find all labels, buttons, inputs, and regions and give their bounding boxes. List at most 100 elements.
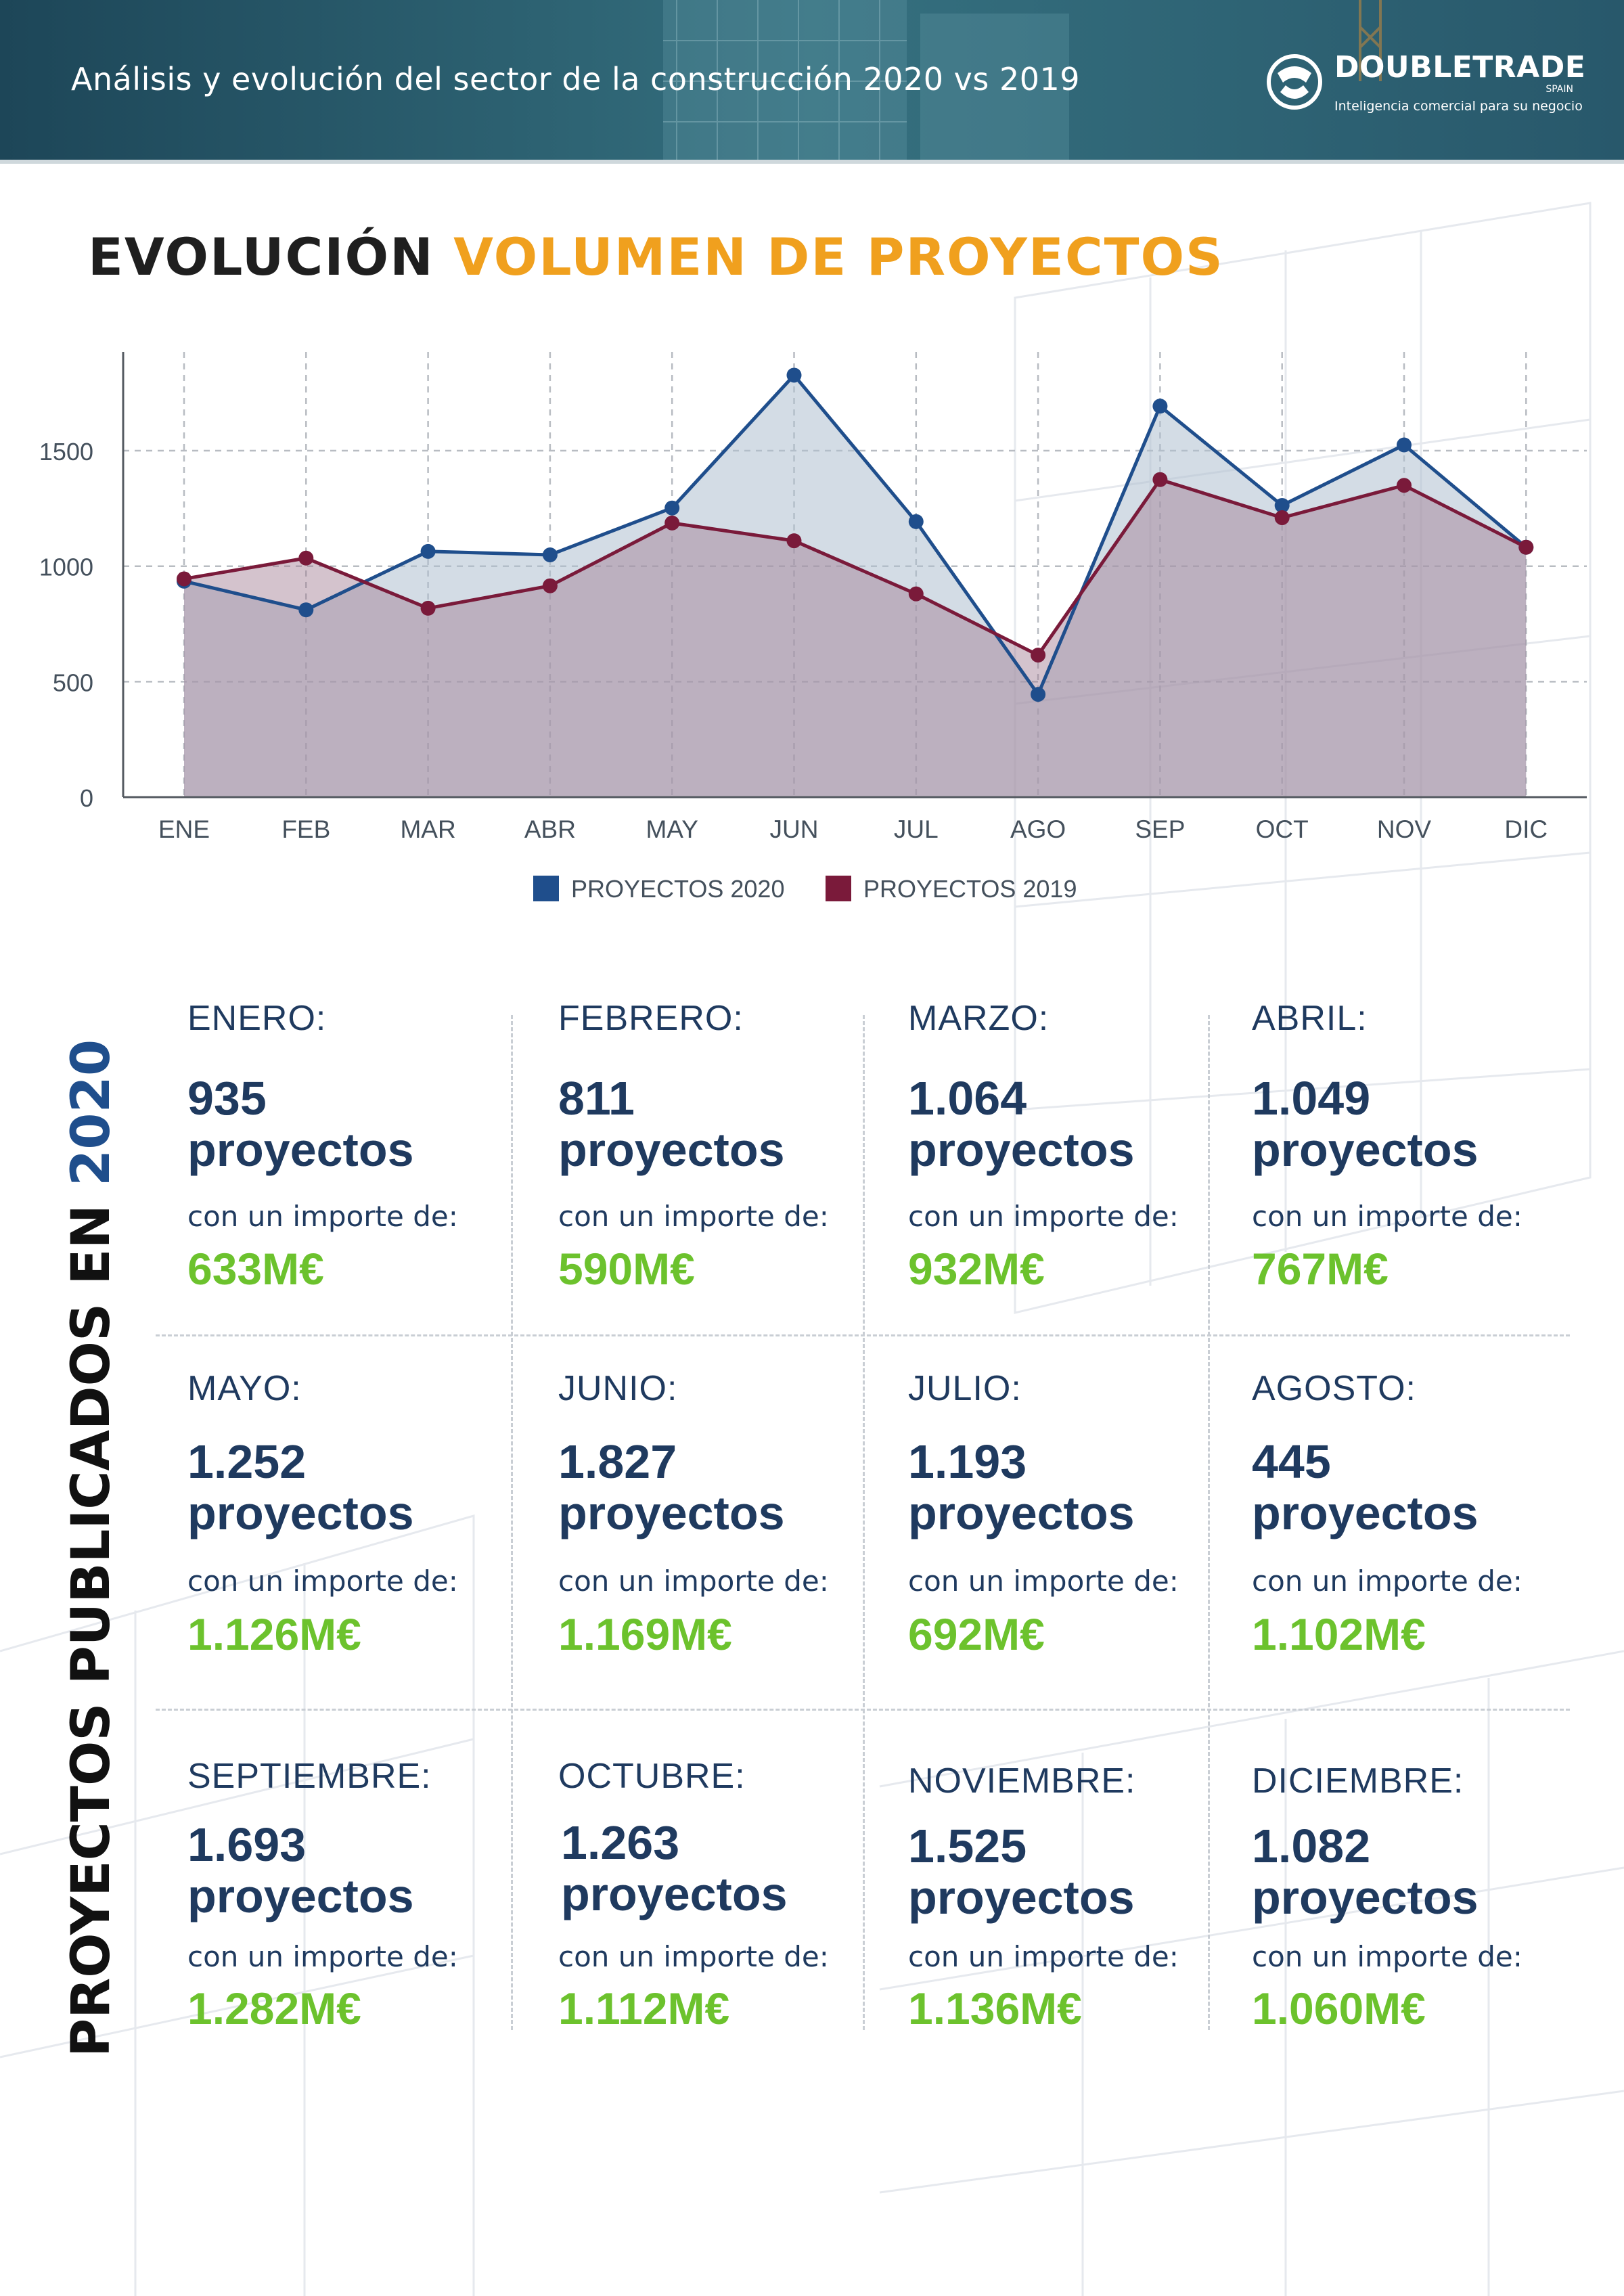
month-amount: 1.126M€ <box>187 1609 361 1659</box>
month-card-febrero: FEBRERO: 811 proyectos con un importe de… <box>558 998 897 1350</box>
month-amount-caption: con un importe de: <box>908 1200 1179 1233</box>
grid-divider-horizontal <box>156 1709 1570 1711</box>
x-tick-label: ABR <box>524 815 576 843</box>
grid-divider-vertical <box>511 1015 513 2030</box>
area-series-2019 <box>184 479 1527 797</box>
month-project-count: 1.263 <box>561 1816 680 1869</box>
month-amount: 767M€ <box>1252 1244 1389 1294</box>
point-2019-oct <box>1274 510 1290 526</box>
x-tick-label: MAY <box>646 815 698 843</box>
x-tick-label: MAR <box>400 815 455 843</box>
month-card-octubre: OCTUBRE: 1.263 proyectos con un importe … <box>558 1756 897 2108</box>
header-construction-photo <box>0 0 1624 162</box>
y-tick-label: 1500 <box>39 438 93 466</box>
month-name: ENERO: <box>187 999 327 1038</box>
point-2020-ago <box>1031 687 1046 702</box>
month-project-unit: proyectos <box>561 1868 788 1920</box>
month-card-julio: JULIO: 1.193 proyectos con un importe de… <box>908 1368 1246 1720</box>
month-project-count: 811 <box>558 1072 635 1125</box>
month-amount-caption: con un importe de: <box>187 1940 458 1973</box>
month-amount: 1.060M€ <box>1252 1983 1426 2033</box>
month-card-abril: ABRIL: 1.049 proyectos con un importe de… <box>1252 998 1590 1350</box>
month-amount: 590M€ <box>558 1244 695 1294</box>
month-name: AGOSTO: <box>1252 1369 1416 1408</box>
x-tick-label: SEP <box>1135 815 1185 843</box>
area-series-2020 <box>184 375 1527 797</box>
point-2020-jul <box>908 514 924 529</box>
month-amount-caption: con un importe de: <box>558 1940 829 1973</box>
month-amount: 1.112M€ <box>558 1983 730 2033</box>
section-title: EVOLUCIÓN VOLUMEN DE PROYECTOS <box>88 227 1224 287</box>
point-2020-jun <box>786 367 802 383</box>
month-amount-caption: con un importe de: <box>558 1200 829 1233</box>
section-title-part1: EVOLUCIÓN <box>88 227 434 287</box>
month-project-count: 1.082 <box>1252 1820 1371 1872</box>
month-project-unit: proyectos <box>908 1487 1135 1539</box>
month-project-count: 935 <box>187 1072 267 1125</box>
month-project-count: 1.693 <box>187 1818 307 1871</box>
point-2019-jun <box>786 533 802 549</box>
x-tick-label: JUL <box>894 815 939 843</box>
month-name: MAYO: <box>187 1369 302 1408</box>
doubletrade-logo-icon <box>1267 54 1322 110</box>
point-2019-ene <box>177 571 191 587</box>
x-tick-label: JUN <box>770 815 819 843</box>
point-2020-oct <box>1274 497 1290 513</box>
point-2020-mar <box>420 543 436 559</box>
month-project-count: 1.049 <box>1252 1072 1371 1125</box>
legend-item-2020-label: PROYECTOS 2020 <box>571 875 784 903</box>
month-amount-caption: con un importe de: <box>1252 1940 1522 1973</box>
grid-divider-vertical <box>863 1015 865 2030</box>
month-amount-caption: con un importe de: <box>1252 1200 1522 1233</box>
month-amount-caption: con un importe de: <box>187 1200 458 1233</box>
y-tick-label: 1000 <box>39 554 93 581</box>
month-project-count: 1.064 <box>908 1072 1027 1125</box>
month-amount-caption: con un importe de: <box>558 1565 829 1598</box>
header-title: Análisis y evolución del sector de la co… <box>71 61 1081 97</box>
month-project-unit: proyectos <box>558 1123 785 1176</box>
point-2019-sep <box>1152 472 1168 487</box>
month-amount-caption: con un importe de: <box>908 1940 1179 1973</box>
month-name: ABRIL: <box>1252 999 1368 1038</box>
month-name: OCTUBRE: <box>558 1757 746 1796</box>
line-series-2020 <box>183 373 1527 696</box>
month-project-unit: proyectos <box>908 1123 1135 1176</box>
month-name: NOVIEMBRE: <box>908 1761 1136 1801</box>
month-project-unit: proyectos <box>187 1487 414 1539</box>
month-card-marzo: MARZO: 1.064 proyectos con un importe de… <box>908 998 1246 1350</box>
month-name: MARZO: <box>908 999 1050 1038</box>
month-project-unit: proyectos <box>558 1487 785 1539</box>
point-2020-feb <box>298 602 314 618</box>
month-card-enero: ENERO: 935 proyectos con un importe de: … <box>187 998 526 1350</box>
monthly-stats-grid: ENERO: 935 proyectos con un importe de: … <box>152 974 1573 2057</box>
month-amount: 633M€ <box>187 1244 324 1294</box>
side-title-part1: PROYECTOS PUBLICADOS EN <box>61 1205 122 2057</box>
month-project-count: 1.193 <box>908 1435 1027 1488</box>
grid-divider-horizontal <box>156 1334 1570 1336</box>
month-name: SEPTIEMBRE: <box>187 1757 432 1796</box>
month-amount: 932M€ <box>908 1244 1045 1294</box>
doubletrade-logo: DOUBLETRADE SPAIN Inteligencia comercial… <box>1265 49 1586 123</box>
month-name: JUNIO: <box>558 1369 678 1408</box>
month-name: DICIEMBRE: <box>1252 1761 1464 1801</box>
side-title: PROYECTOS PUBLICADOS EN 2020 <box>61 1015 129 2057</box>
point-2020-nov <box>1397 437 1412 453</box>
month-amount-caption: con un importe de: <box>1252 1565 1522 1598</box>
point-2019-nov <box>1397 478 1412 493</box>
legend-item-2019-swatch <box>826 876 851 901</box>
point-2020-may <box>664 500 680 516</box>
month-card-mayo: MAYO: 1.252 proyectos con un importe de:… <box>187 1368 526 1720</box>
grid-divider-vertical <box>1208 1015 1210 2030</box>
x-tick-label: AGO <box>1010 815 1066 843</box>
month-project-unit: proyectos <box>187 1870 414 1922</box>
point-2019-may <box>664 515 680 531</box>
point-2020-abr <box>542 547 558 562</box>
point-2020-sep <box>1152 399 1168 414</box>
projects-area-chart: 0 500 1000 1500 ENE FEB MAR ABR MAY JUN JUL AGO SEP O… <box>39 352 1587 903</box>
point-2019-ago <box>1031 648 1046 663</box>
logo-name: DOUBLETRADE <box>1334 50 1586 85</box>
month-amount: 1.282M€ <box>187 1983 361 2033</box>
x-tick-label: FEB <box>281 815 330 843</box>
month-amount-caption: con un importe de: <box>908 1565 1179 1598</box>
month-project-unit: proyectos <box>1252 1871 1479 1924</box>
